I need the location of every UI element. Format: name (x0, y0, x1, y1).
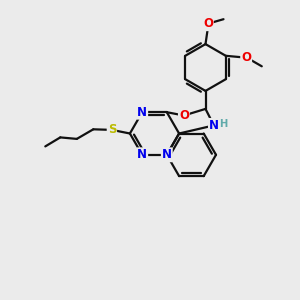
Text: O: O (241, 51, 251, 64)
Text: O: O (203, 17, 213, 30)
Text: N: N (137, 148, 147, 161)
Text: H: H (219, 119, 228, 129)
Text: N: N (209, 119, 219, 132)
Text: S: S (108, 123, 116, 136)
Text: O: O (179, 109, 189, 122)
Text: N: N (162, 148, 172, 161)
Text: N: N (137, 106, 147, 119)
